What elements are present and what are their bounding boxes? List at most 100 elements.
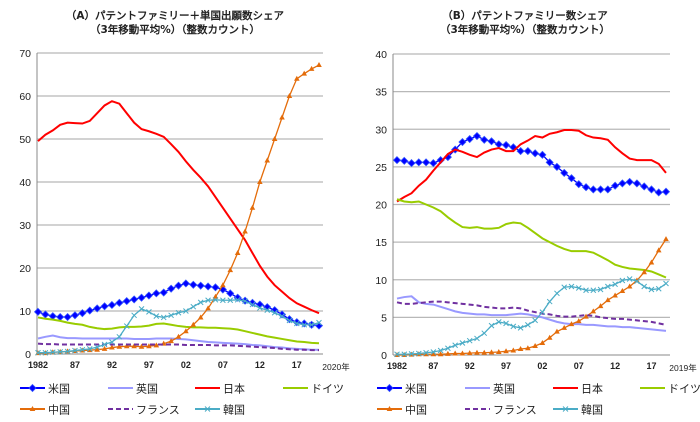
chart-a-data-point — [279, 114, 285, 120]
chart-a-data-point — [286, 93, 293, 98]
chart-a-legend-label: ドイツ — [311, 383, 344, 396]
chart-b-legend-item: フランス — [465, 404, 537, 417]
chart-b-series-line — [396, 295, 667, 332]
chart-b-data-point — [481, 330, 488, 337]
chart-b-y-tick-label: 35 — [375, 87, 387, 99]
chart-b-data-point — [445, 345, 451, 352]
chart-b-data-point — [494, 140, 503, 149]
chart-a-data-point — [123, 323, 130, 329]
chart-b-series-6 — [394, 276, 669, 358]
chart-b-data-point — [590, 308, 597, 314]
chart-b-legend-item: 日本 — [553, 382, 603, 396]
chart-a-legend-label: 英国 — [136, 382, 158, 396]
chart-b-data-point — [583, 313, 589, 319]
chart-a-legend-item: 英国 — [108, 382, 158, 396]
chart-b-data-point — [532, 317, 538, 324]
chart-b-data-point — [583, 287, 589, 294]
chart-a-data-point — [153, 313, 160, 320]
chart-a-data-point — [220, 282, 226, 288]
chart-b-x-tick-label: 1982 — [387, 361, 407, 371]
chart-a-data-point — [138, 343, 145, 349]
chart-a-data-point — [35, 349, 41, 356]
chart-a-data-point — [242, 228, 248, 234]
chart-a-data-point — [279, 313, 285, 320]
chart-a-data-point — [293, 320, 300, 327]
chart-a-title: （A）パテントファミリー＋単国出願数シェア — [65, 10, 285, 22]
chart-a-data-point — [301, 70, 308, 76]
chart-b-data-point — [663, 236, 669, 242]
chart-b-data-point — [437, 351, 444, 357]
chart-b-data-point — [538, 150, 547, 159]
chart-b-data-point — [503, 320, 509, 327]
chart-a-data-point — [249, 301, 256, 308]
chart-b-data-point — [648, 259, 655, 265]
chart-a-series-line — [37, 100, 320, 315]
chart-b-data-point — [597, 286, 604, 293]
chart-b-y-tick-label: 5 — [381, 312, 387, 324]
chart-a-data-point — [249, 204, 256, 210]
chart-a-data-point — [316, 62, 322, 68]
chart-a-x-tick-label: 1982 — [28, 360, 48, 370]
chart-a-legend-item: フランス — [108, 404, 180, 417]
chart-a-data-point — [109, 344, 115, 350]
chart-a-data-point — [168, 312, 174, 319]
chart-a-data-point — [227, 267, 234, 273]
chart-a-y-tick-label: 0 — [25, 349, 31, 361]
chart-b-data-point — [459, 350, 466, 356]
chart-b-data-point — [430, 351, 437, 357]
chart-a-series-line — [37, 334, 319, 351]
chart-a-data-point — [271, 309, 278, 316]
chart-a-legend-label: 中国 — [48, 404, 70, 417]
chart-a-data-point — [63, 312, 72, 322]
chart-a-series-line — [37, 342, 319, 352]
chart-b-data-point — [567, 174, 576, 183]
chart-b-data-point — [466, 350, 473, 356]
chart-b-data-point — [452, 342, 459, 349]
chart-b-data-point — [407, 159, 416, 168]
chart-a-y-tick-label: 70 — [19, 48, 31, 60]
chart-b-data-point — [517, 325, 524, 331]
chart-b-data-point — [423, 349, 429, 356]
chart-a-data-point — [131, 312, 137, 319]
chart-a-data-point — [33, 307, 43, 316]
chart-b-data-point — [510, 347, 517, 353]
chart-b-y-tick-label: 25 — [375, 162, 387, 174]
chart-b-data-point — [647, 185, 656, 194]
chart-b-data-point — [568, 321, 575, 327]
chart-b-legend-marker — [386, 406, 393, 411]
chart-b-legend-item: ドイツ — [640, 383, 700, 396]
chart-b-data-point — [561, 284, 568, 291]
chart-a-data-point — [109, 339, 115, 345]
chart-a-legend-marker — [204, 406, 211, 412]
chart-b-data-point — [488, 322, 495, 329]
chart-b-data-point — [445, 350, 451, 356]
chart-a-series-3 — [37, 316, 320, 345]
chart-b-legend-label: 日本 — [581, 382, 603, 396]
chart-b-y-tick-label: 15 — [375, 237, 387, 249]
chart-b-data-point — [554, 290, 560, 297]
chart-b-data-point — [596, 185, 605, 194]
chart-b-data-point — [552, 162, 562, 171]
chart-b-x-tick-label: 97 — [501, 361, 511, 371]
chart-b-data-point — [392, 156, 402, 165]
chart-a-data-point — [205, 297, 211, 304]
chart-a-data-point — [41, 310, 50, 319]
chart-a-data-point — [144, 291, 153, 300]
chart-b-data-point — [603, 185, 612, 194]
chart-b-title-block: （B）パテントファミリー数シェア （3年移動平均%）（整数カウント） — [350, 9, 700, 37]
chart-a-data-point — [70, 311, 80, 320]
chart-a-data-point — [115, 298, 124, 307]
chart-a-legend-label: 日本 — [223, 382, 245, 396]
chart-b-x-tick-label: 17 — [646, 361, 656, 371]
chart-a-legend-item: 米国 — [20, 383, 70, 396]
chart-b-x-tick-label: 92 — [465, 361, 475, 371]
chart-b-data-point — [523, 147, 532, 156]
chart-a-y-tick-label: 20 — [19, 263, 31, 275]
chart-b-data-point — [546, 298, 553, 305]
chart-b-data-point — [575, 318, 582, 324]
chart-a-data-point — [189, 280, 198, 289]
chart-b-data-point — [626, 283, 633, 289]
chart-a-data-point — [197, 314, 204, 320]
chart-a-data-point — [131, 343, 137, 349]
chart-a-data-point — [234, 249, 241, 255]
